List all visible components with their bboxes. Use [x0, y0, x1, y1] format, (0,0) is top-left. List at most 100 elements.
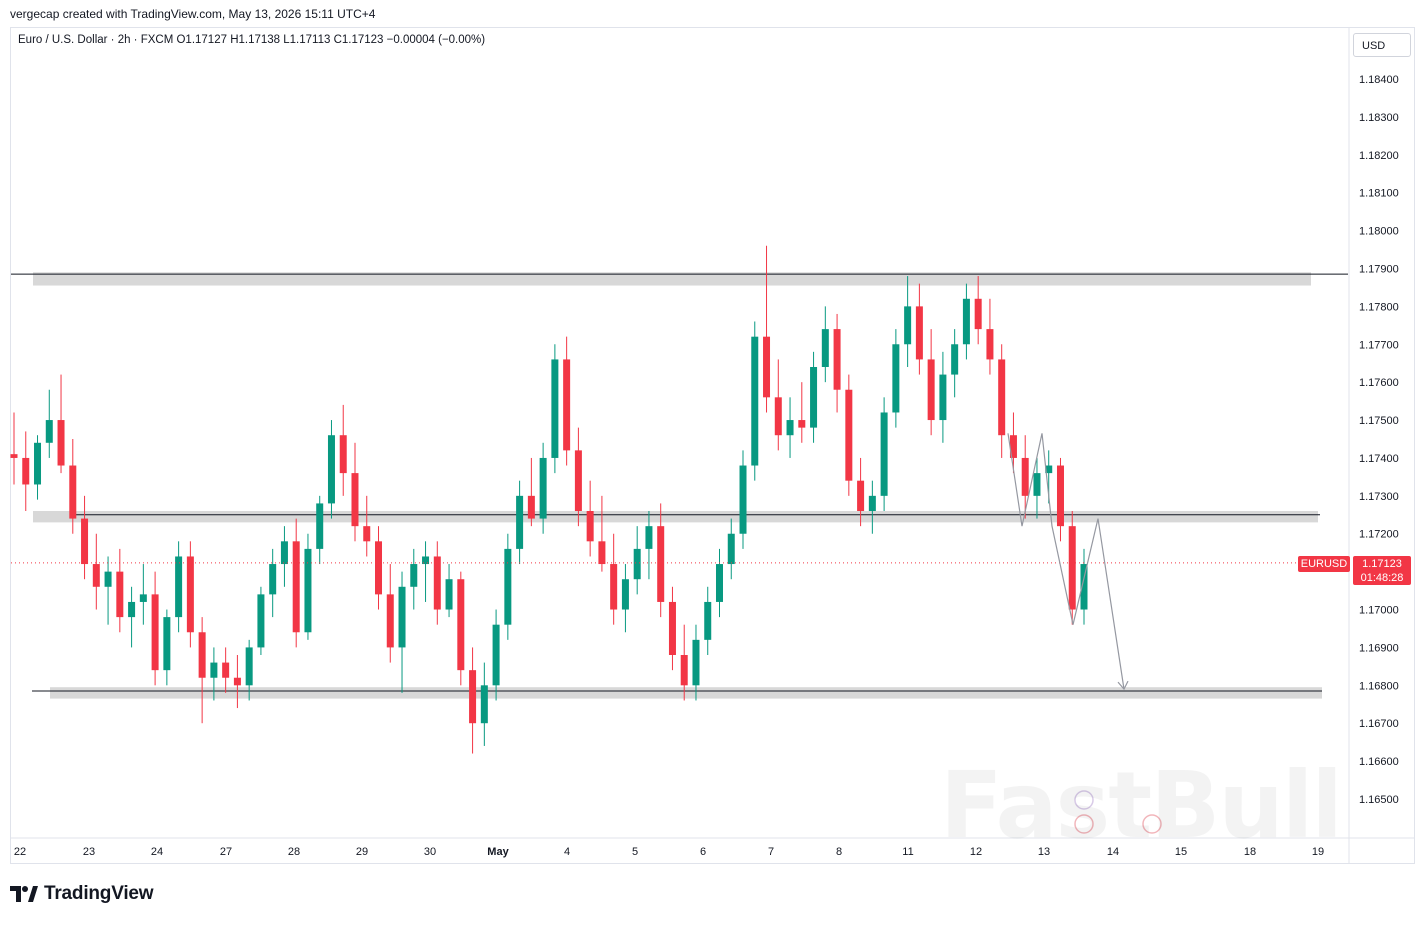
candle-body — [1056, 465, 1064, 527]
candle-body — [998, 359, 1006, 436]
price-tick-label: 1.16700 — [1359, 718, 1399, 730]
time-tick-label: 12 — [970, 846, 982, 858]
time-tick-label: 24 — [151, 846, 163, 858]
time-tick-label: 19 — [1312, 846, 1324, 858]
candle-body — [880, 412, 888, 496]
candle-body — [586, 511, 594, 542]
candle-body — [280, 541, 288, 565]
candle-body — [1033, 473, 1041, 496]
time-tick-label: 15 — [1175, 846, 1187, 858]
tradingview-wordmark: TradingView — [44, 883, 154, 904]
candle-body — [10, 454, 18, 458]
candle-body — [527, 495, 535, 519]
price-tick-label: 1.17400 — [1359, 453, 1399, 465]
candle-body — [927, 359, 935, 421]
candle-body — [81, 518, 89, 565]
candle-body — [915, 306, 923, 360]
candle-body — [233, 677, 241, 686]
candle-body — [868, 495, 876, 511]
us-flag-event-icon — [1074, 814, 1094, 834]
candle-body — [657, 526, 665, 602]
candle-body — [210, 662, 218, 678]
candle-body — [339, 435, 347, 474]
time-tick-label: 8 — [836, 846, 842, 858]
price-tick-label: 1.17700 — [1359, 339, 1399, 351]
candle-body — [692, 639, 700, 686]
sr-zone-2 — [33, 511, 1318, 523]
symbol-legend[interactable]: Euro / U.S. Dollar · 2h · FXCM O1.17127 … — [18, 34, 486, 46]
last-price-tag: 1.17123 01:48:28 — [1353, 556, 1411, 585]
price-tick-label: 1.17500 — [1359, 415, 1399, 427]
candle-body — [104, 571, 112, 587]
projection-arrowhead — [1117, 680, 1129, 691]
candle-body — [139, 594, 147, 602]
candle-body — [445, 579, 453, 610]
candle-body — [433, 556, 441, 610]
candle-body — [751, 336, 759, 466]
candle-body — [457, 579, 465, 671]
candle-body — [151, 594, 159, 671]
candle-body — [1045, 465, 1053, 474]
time-tick-label: 23 — [83, 846, 95, 858]
candle-body — [774, 397, 782, 436]
candle-body — [45, 420, 53, 443]
candle-body — [951, 344, 959, 375]
candle-body — [986, 329, 994, 360]
price-tick-label: 1.17200 — [1359, 529, 1399, 541]
candle-body — [422, 556, 430, 565]
sr-zone-1 — [33, 272, 1311, 286]
tradingview-logo[interactable]: TradingView — [10, 883, 154, 905]
candle-body — [198, 632, 206, 678]
candle-body — [398, 586, 406, 648]
tradingview-logo-icon — [10, 886, 38, 902]
candle-body — [715, 564, 723, 602]
candle-body — [292, 541, 300, 633]
candle-body — [821, 329, 829, 367]
sr-zone-3 — [50, 687, 1322, 699]
price-tick-label: 1.18100 — [1359, 188, 1399, 200]
chart-caption: vergecap created with TradingView.com, M… — [10, 7, 376, 21]
price-tick-label: 1.18000 — [1359, 226, 1399, 238]
time-tick-label: 13 — [1038, 846, 1050, 858]
currency-selector-button[interactable]: USD — [1353, 33, 1411, 57]
candle-body — [257, 594, 265, 648]
candle-body — [128, 601, 136, 618]
candle-body — [892, 344, 900, 413]
candle-body — [1009, 435, 1017, 458]
symbol-price-tag: EURUSD — [1298, 556, 1350, 572]
chart-frame — [10, 27, 1415, 864]
candle-body — [386, 594, 394, 648]
time-tick-label: 18 — [1244, 846, 1256, 858]
time-tick-label: 5 — [632, 846, 638, 858]
price-tick-label: 1.16800 — [1359, 680, 1399, 692]
time-tick-label: 6 — [700, 846, 706, 858]
price-tick-label: 1.17600 — [1359, 377, 1399, 389]
fastbull-watermark: FastBull — [940, 752, 1343, 859]
candle-body — [962, 298, 970, 345]
candle-body — [563, 359, 571, 451]
candle-body — [480, 685, 488, 724]
candle-body — [516, 495, 524, 549]
candle-body — [1021, 457, 1029, 496]
candle-body — [939, 374, 947, 421]
time-tick-label: 11 — [902, 846, 913, 858]
candle-body — [269, 564, 277, 595]
price-tick-label: 1.17300 — [1359, 491, 1399, 503]
candle-body — [645, 526, 653, 549]
candle-body — [810, 367, 818, 428]
time-tick-label: May — [487, 846, 509, 858]
price-tick-label: 1.18200 — [1359, 150, 1399, 162]
time-tick-label: 7 — [768, 846, 774, 858]
projection-path — [1007, 433, 1125, 690]
candle-body — [69, 465, 77, 519]
candle-body — [798, 420, 806, 428]
candle-body — [92, 564, 100, 587]
candle-body — [574, 450, 582, 511]
candle-body — [22, 457, 30, 485]
time-tick-label: 28 — [288, 846, 300, 858]
candle-body — [504, 548, 512, 625]
candle-body — [598, 541, 606, 565]
time-tick-label: 22 — [14, 846, 26, 858]
candle-body — [57, 420, 65, 466]
